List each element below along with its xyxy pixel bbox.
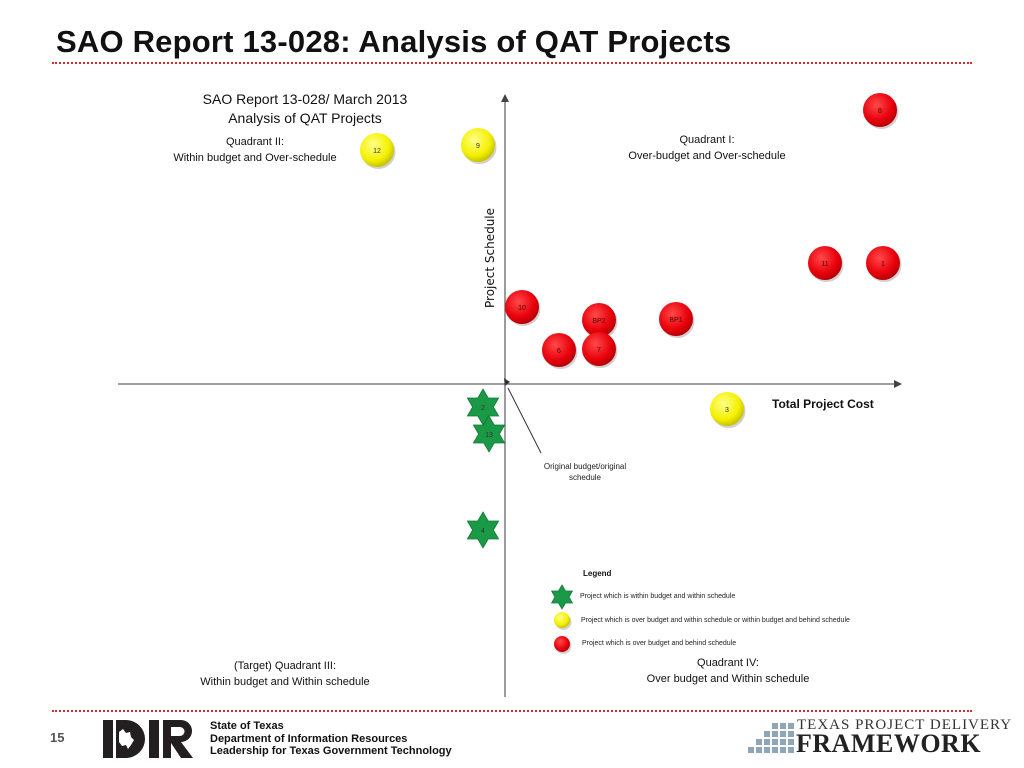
- quadrant-i-title: Quadrant I:: [679, 134, 735, 146]
- legend-title: Legend: [583, 569, 612, 578]
- quadrant-ii-title: Quadrant II:: [225, 136, 285, 148]
- data-point-10: [505, 290, 539, 324]
- legend-item-red: Project which is over budget and behind …: [582, 640, 737, 647]
- legend-markers: [550, 584, 574, 654]
- origin-callout-line1: Original budget/original: [543, 462, 627, 471]
- data-point-label-10: 10: [518, 305, 526, 312]
- data-point-label-BP2: BP2: [592, 318, 605, 325]
- data-point-13: [472, 415, 506, 453]
- legend-item-yellow: Project which is over budget and within …: [581, 617, 850, 624]
- chart-title-line1: SAO Report 13-028/ March 2013: [202, 91, 408, 107]
- data-point-label-3: 3: [725, 407, 729, 414]
- chart-title-line2: Analysis of QAT Projects: [228, 110, 382, 126]
- slide-title: SAO Report 13-028: Analysis of QAT Proje…: [56, 24, 732, 59]
- data-point-11: [808, 246, 842, 280]
- origin-callout-text: Original budget/original schedule: [530, 461, 640, 483]
- data-point-4: [466, 511, 500, 549]
- data-point-6: [542, 333, 576, 367]
- data-point-label-1: 1: [881, 261, 885, 268]
- data-point-8: [863, 93, 897, 127]
- origin-callout-arrowhead: [504, 378, 510, 386]
- data-point-BP2: [582, 303, 616, 337]
- data-point-label-6: 6: [557, 348, 561, 355]
- data-point-label-BP1: BP1: [669, 317, 682, 324]
- quadrant-iv-title: Quadrant IV:: [697, 657, 759, 669]
- tpdf-logo-top-text: TEXAS PROJECT DELIVERY: [797, 717, 1013, 733]
- quadrant-ii-desc: Within budget and Over-schedule: [173, 152, 337, 164]
- data-point-12: [360, 133, 394, 167]
- data-point-label-9: 9: [476, 143, 480, 150]
- legend-marker-star: [550, 584, 574, 610]
- data-point-label-2: 2: [481, 405, 485, 412]
- data-point-7: [582, 332, 616, 366]
- origin-callout-line2: schedule: [568, 473, 602, 482]
- quadrant-i-label: Quadrant I: Over-budget and Over-schedul…: [612, 132, 802, 164]
- dir-logo: [103, 720, 193, 758]
- legend-marker-red-circle: [554, 636, 570, 652]
- data-point-9: [461, 128, 495, 162]
- title-divider: [52, 62, 972, 64]
- legend-marker-yellow-circle: [554, 612, 570, 628]
- y-axis-label: Project Schedule: [483, 207, 497, 308]
- x-axis-label: Total Project Cost: [772, 397, 874, 411]
- footer-agency-text: State of Texas Department of Information…: [210, 720, 452, 757]
- data-point-label-12: 12: [373, 148, 381, 155]
- quadrant-iii-title: (Target) Quadrant III:: [233, 660, 337, 672]
- origin-callout-line: [507, 387, 542, 454]
- quadrant-i-desc: Over-budget and Over-schedule: [628, 150, 786, 162]
- data-point-label-8: 8: [878, 108, 882, 115]
- quadrant-iv-label: Quadrant IV: Over budget and Within sche…: [628, 655, 828, 687]
- quadrant-ii-label: Quadrant II: Within budget and Over-sche…: [160, 134, 350, 166]
- data-point-BP1: [659, 302, 693, 336]
- quadrant-iv-desc: Over budget and Within schedule: [646, 673, 810, 685]
- tpdf-logo-bottom-text: FRAMEWORK: [796, 729, 982, 758]
- tpdf-logo-mark: [748, 723, 794, 753]
- quadrant-iii-desc: Within budget and Within schedule: [200, 676, 370, 688]
- footer-divider: [52, 710, 972, 712]
- data-point-label-11: 11: [821, 261, 828, 268]
- data-point-label-13: 13: [485, 432, 493, 439]
- chart-title: SAO Report 13-028/ March 2013 Analysis o…: [150, 90, 460, 128]
- data-point-1: [866, 246, 900, 280]
- page-number: 15: [50, 730, 65, 745]
- data-point-label-7: 7: [597, 347, 601, 354]
- quadrant-iii-label: (Target) Quadrant III: Within budget and…: [180, 658, 390, 690]
- legend-item-green: Project which is within budget and withi…: [580, 593, 736, 600]
- data-point-3: [710, 392, 744, 426]
- data-point-label-4: 4: [481, 528, 485, 535]
